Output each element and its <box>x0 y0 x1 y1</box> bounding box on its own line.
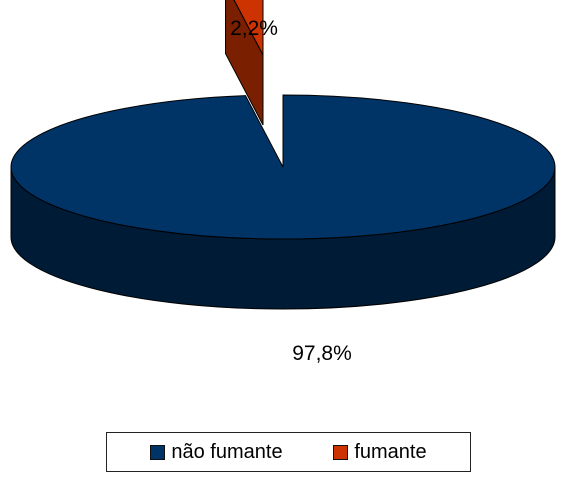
legend: não fumante fumante <box>106 432 471 472</box>
legend-label-fumante: fumante <box>354 440 427 463</box>
legend-swatch-nao-fumante <box>150 444 166 460</box>
legend-swatch-fumante <box>333 444 349 460</box>
legend-item-fumante: fumante <box>333 440 427 464</box>
legend-label-nao-fumante: não fumante <box>171 440 283 463</box>
pie-slices <box>10 0 556 310</box>
pie-chart: 2,2% 97,8% <box>10 0 556 365</box>
slice-top-nao-fumante <box>10 94 556 240</box>
slice-top-fumante <box>233 0 264 56</box>
data-label-fumante: 2,2% <box>230 17 278 40</box>
data-label-nao-fumante: 97,8% <box>292 342 352 365</box>
legend-item-nao-fumante: não fumante <box>150 440 283 464</box>
